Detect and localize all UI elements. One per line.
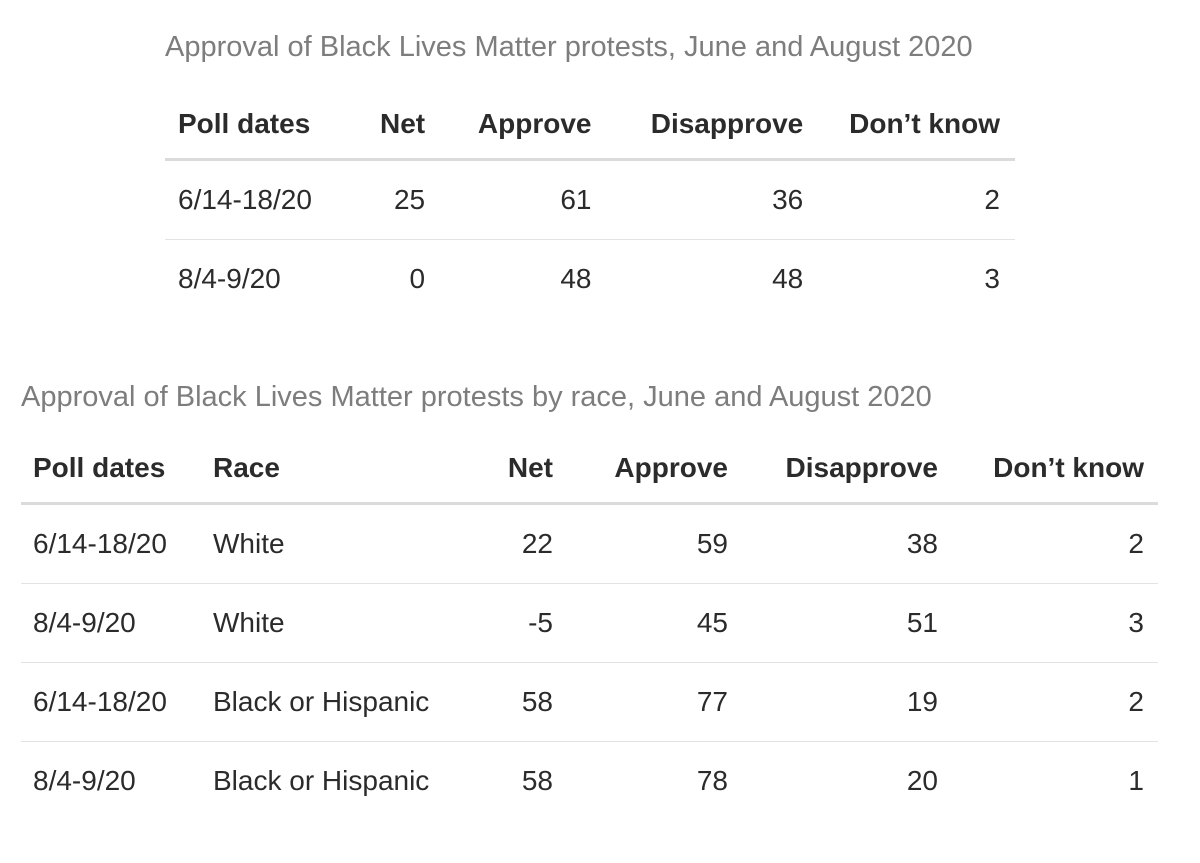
cell: 8/4-9/20 [165,239,357,318]
cell: 38 [906,528,938,559]
table-row: 6/14-18/20 Black or Hispanic 58 77 19 2 [21,662,1158,742]
column-header: Disapprove [728,448,938,505]
cell: 51 [728,583,938,663]
poll-table-national: Poll dates Net Approve Disapprove Don’t know… [165,104,1015,318]
cell: White [213,528,285,559]
cell: 3 [938,583,1158,663]
section-race-polls: Approval of Black Lives Matter protests … [21,370,1158,820]
table-body-national: 6/14-18/20 25 61 36 2 8/4-9/20 0 48 48 3 [165,160,1015,318]
cell: White [213,583,458,663]
column-header: Net [356,104,426,161]
cell: 8/4-9/20 [21,741,213,820]
column-header: Don’t know [938,448,1158,505]
cell: 78 [553,741,728,820]
cell: 58 [458,741,553,820]
cell: 48 [591,239,804,318]
cell: 3 [803,239,1015,318]
cell: 2 [1128,528,1144,559]
table-header-by-race: Poll dates Race Net Approve Disapprove Don’t … [21,448,1158,505]
table-title-by-race: Approval of Black Lives Matter protests … [21,381,932,413]
cell: 2 [938,662,1158,742]
table-body-by-race: 6/14-18/20 White 22 59 38 2 8/4-9/20 White -5 45 5… [21,504,1158,820]
table-row: 8/4-9/20 White -5 45 51 3 [21,583,1158,663]
table-row: 6/14-18/20 25 61 36 2 [165,160,1015,240]
cell: 59 [696,528,728,559]
cell: 36 [772,184,804,215]
cell: 6/14-18/20 [33,528,167,559]
section-national-polls: Approval of Black Lives Matter protests,… [165,20,1015,318]
column-header: Approve [553,448,728,505]
cell: Black or Hispanic [213,741,458,820]
cell: 6/14-18/20 [21,662,213,742]
cell: 6/14-18/20 [178,184,312,215]
column-header: Don’t know [803,104,1015,161]
column-header: Approve [425,104,592,161]
cell: 58 [458,662,553,742]
table-row: 6/14-18/20 White 22 59 38 2 [21,504,1158,584]
table-title-national: Approval of Black Lives Matter protests,… [165,31,973,63]
cell: 25 [393,184,426,215]
cell: 20 [728,741,938,820]
cell: 8/4-9/20 [21,583,213,663]
cell: 2 [984,184,1000,215]
column-header: Race [213,448,458,505]
cell: 1 [938,741,1158,820]
cell: 77 [553,662,728,742]
cell: -5 [458,583,553,663]
table-row: 8/4-9/20 Black or Hispanic 58 78 20 1 [21,741,1158,820]
column-header: Disapprove [591,104,804,161]
poll-table-by-race: Poll dates Race Net Approve Disapprove Don’t … [21,448,1158,820]
table-header-national: Poll dates Net Approve Disapprove Don’t know [165,104,1015,161]
cell: 0 [356,239,426,318]
column-header: Net [458,448,553,505]
cell: 48 [425,239,592,318]
cell: Black or Hispanic [213,662,458,742]
cell: 61 [560,184,592,215]
column-header: Poll dates [21,448,213,505]
header-row: Poll dates Race Net Approve Disapprove Don’t … [21,448,1158,505]
cell: 22 [521,528,553,559]
column-header: Poll dates [165,104,357,161]
cell: 19 [728,662,938,742]
cell: 45 [553,583,728,663]
header-row: Poll dates Net Approve Disapprove Don’t know [165,104,1015,161]
table-row: 8/4-9/20 0 48 48 3 [165,239,1015,318]
